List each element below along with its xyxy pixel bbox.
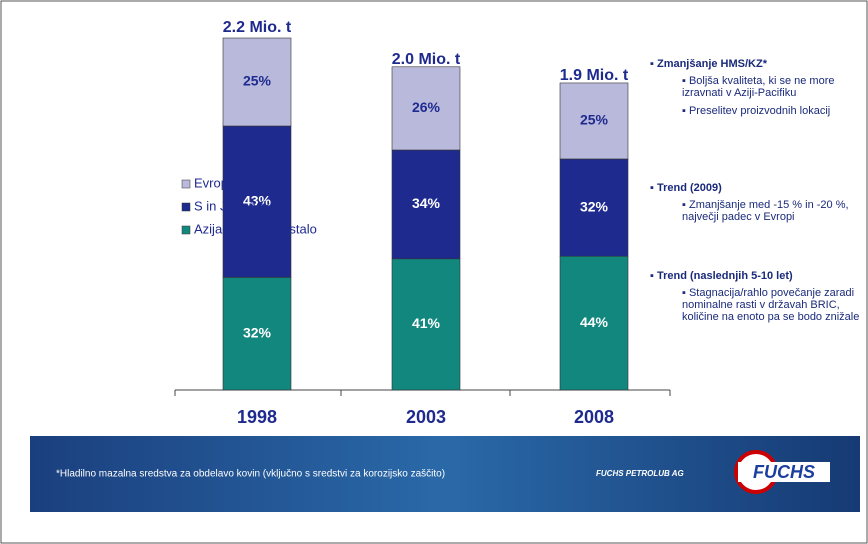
bar-segment xyxy=(559,82,629,160)
legend-label: Azija-Pacifik in ostalo xyxy=(194,221,317,236)
note-item: ▪ Preselitev proizvodnih lokacij xyxy=(682,105,831,117)
bar-segment xyxy=(559,255,629,391)
legend-label: S in J Amerika xyxy=(194,198,278,213)
note-section: ▪ Zmanjšanje HMS/KZ* ▪ Boljša kvaliteta, … xyxy=(650,58,860,123)
x-tick-label: 1998 xyxy=(237,407,277,427)
value-label: 32% xyxy=(580,198,609,214)
value-label: 32% xyxy=(243,324,272,340)
footnote: *Hladilno mazalna sredstva za obdelavo k… xyxy=(56,469,445,480)
legend-swatch xyxy=(181,179,191,189)
total-label: 2.2 Mio. t xyxy=(223,19,292,36)
footer-band xyxy=(30,436,860,512)
bar-segment xyxy=(222,37,292,127)
total-label: 2.0 Mio. t xyxy=(392,51,461,68)
x-tick-label: 2003 xyxy=(406,407,446,427)
logo-box xyxy=(738,462,830,482)
bar-segment xyxy=(391,149,461,260)
x-tick-label: 2008 xyxy=(574,407,614,427)
note-item: ▪ Stagnacija/rahlo povečanje zaradi nomi… xyxy=(682,287,860,323)
value-label: 44% xyxy=(580,314,609,330)
value-label: 41% xyxy=(412,315,441,331)
total-label: 1.9 Mio. t xyxy=(560,67,629,84)
value-label: 25% xyxy=(580,112,609,128)
note-heading: ▪ Trend (2009) xyxy=(650,182,722,194)
value-label: 26% xyxy=(412,99,441,115)
bar-segment xyxy=(222,125,292,278)
bar-segment xyxy=(222,277,292,391)
legend-swatch xyxy=(181,202,191,212)
note-heading: ▪ Zmanjšanje HMS/KZ* xyxy=(650,58,767,70)
note-section: ▪ Trend (2009) ▪ Zmanjšanje med -15 % in … xyxy=(650,182,860,229)
logo-text: FUCHS xyxy=(753,462,815,482)
value-label: 43% xyxy=(243,192,272,208)
legend-swatch xyxy=(181,225,191,235)
company-name: FUCHS PETROLUB AG xyxy=(596,469,684,478)
bar-segment xyxy=(559,158,629,257)
bar-segment xyxy=(391,66,461,151)
note-section: ▪ Trend (naslednjih 5-10 let) ▪ Stagnacij… xyxy=(650,270,860,329)
value-label: 34% xyxy=(412,195,441,211)
bar-segment xyxy=(391,258,461,391)
value-label: 25% xyxy=(243,73,272,89)
legend-label: Evropa xyxy=(194,175,236,190)
note-item: ▪ Boljša kvaliteta, ki se ne more izravn… xyxy=(682,75,835,99)
note-item: ▪ Zmanjšanje med -15 % in -20 %, največj… xyxy=(682,199,849,223)
note-heading: ▪ Trend (naslednjih 5-10 let) xyxy=(650,270,793,282)
